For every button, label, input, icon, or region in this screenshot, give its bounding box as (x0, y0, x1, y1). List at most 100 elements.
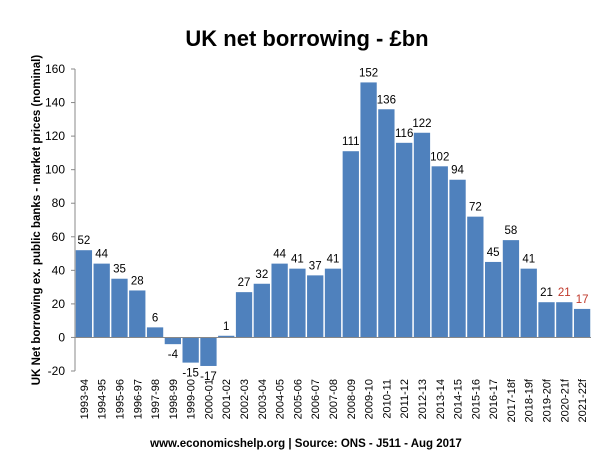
bar (413, 132, 431, 338)
bar (573, 308, 591, 338)
category-label: 2016-17 (488, 379, 500, 419)
bar (253, 283, 270, 338)
category-label: 1999-00 (186, 379, 198, 419)
data-label: 6 (152, 312, 158, 324)
bar (307, 275, 324, 338)
category-label: 2015-16 (470, 379, 482, 419)
data-label: 28 (131, 275, 144, 287)
data-label: 27 (238, 277, 251, 289)
data-label: 21 (558, 287, 571, 299)
category-label: 2021-22f (577, 378, 589, 422)
data-label: 45 (487, 247, 500, 259)
bar (556, 302, 573, 338)
y-tick-label: 40 (52, 263, 66, 277)
data-label: 44 (273, 249, 286, 261)
category-label: 1997-98 (150, 379, 162, 419)
bar (289, 268, 306, 338)
y-tick-label: 140 (45, 96, 65, 110)
category-label: 2010-11 (381, 379, 393, 419)
y-tick-label: 120 (45, 129, 65, 143)
bar (235, 292, 253, 338)
category-label: 1995-96 (114, 379, 126, 419)
bar (378, 109, 395, 338)
data-label: -15 (182, 368, 199, 380)
bar (520, 268, 537, 338)
bar (218, 335, 235, 338)
data-label: 37 (309, 260, 322, 272)
data-label: 94 (451, 165, 464, 177)
category-label: 2006-07 (310, 379, 322, 419)
bar (484, 261, 502, 338)
category-label: 2012-13 (417, 379, 429, 419)
category-label: 2018-19f (524, 378, 536, 422)
data-label: 44 (95, 249, 108, 261)
bar (164, 337, 182, 345)
data-label: 136 (377, 94, 396, 106)
bar (129, 290, 146, 338)
category-label: 2009-10 (364, 379, 376, 419)
data-label: -17 (200, 371, 217, 383)
data-label: 102 (430, 151, 449, 163)
category-label: 2008-09 (346, 379, 358, 419)
bar (396, 142, 413, 338)
category-label: 2013-14 (435, 379, 447, 419)
data-label: 111 (342, 136, 359, 148)
y-tick-label: 160 (45, 62, 65, 76)
bar (146, 327, 164, 338)
data-label: 72 (469, 202, 482, 214)
data-label: -4 (168, 349, 179, 361)
chart-title: UK net borrowing - £bn (185, 26, 428, 51)
category-label: 2019-20f (542, 378, 554, 422)
bar (342, 151, 359, 338)
bar (75, 250, 93, 338)
bar (538, 302, 555, 338)
data-labels: 52 44 35 28 6 -4-15 -17 1 27 32 44 41 37 41 111 152 136 1… (77, 67, 588, 383)
bar (502, 240, 520, 338)
bar (200, 337, 217, 366)
y-axis-label: UK Net borrowing ex. public banks - mark… (31, 55, 43, 386)
bar (360, 82, 377, 338)
data-label: 21 (540, 287, 553, 299)
data-label: 35 (113, 264, 126, 276)
y-tick-label: 20 (52, 297, 66, 311)
bar (111, 278, 128, 338)
source-note: www.economicshelp.org | Source: ONS - J5… (149, 438, 462, 450)
data-label: 1 (223, 321, 229, 333)
bar (324, 268, 342, 338)
category-label: 2003-04 (257, 379, 269, 419)
bars (75, 82, 591, 366)
bar (93, 263, 110, 338)
bar (271, 263, 288, 338)
category-label: 2002-03 (239, 379, 251, 419)
category-label: 2020-21f (559, 378, 571, 422)
data-label: 122 (412, 118, 431, 130)
data-label: 116 (395, 128, 413, 140)
data-label: 152 (359, 67, 378, 79)
category-label: 1996-97 (132, 379, 144, 419)
category-labels: 1993-94 1994-95 1995-96 1996-97 1997-98 1998-… (79, 378, 589, 422)
category-label: 2000-01 (203, 379, 215, 419)
category-label: 2004-05 (275, 379, 287, 419)
y-tick-label: 80 (52, 196, 66, 210)
y-tick-label: -20 (48, 364, 66, 378)
y-tick-label: 100 (45, 163, 65, 177)
bar (182, 337, 199, 363)
category-label: 2005-06 (292, 379, 304, 419)
data-label: 32 (255, 269, 268, 281)
category-label: 2011-12 (399, 379, 411, 419)
data-label: 41 (327, 254, 340, 266)
data-label: 17 (576, 294, 589, 306)
y-tick-label: 60 (52, 230, 66, 244)
data-label: 52 (77, 235, 90, 247)
bar (467, 216, 484, 338)
y-tick-label: 0 (58, 330, 65, 344)
category-label: 1998-99 (168, 379, 180, 419)
data-label: 41 (291, 254, 304, 266)
data-label: 58 (505, 225, 518, 237)
category-label: 2014-15 (453, 379, 465, 419)
data-label: 41 (522, 254, 535, 266)
bar (431, 166, 448, 338)
category-label: 2007-08 (328, 379, 340, 419)
category-label: 2017-18f (506, 378, 518, 422)
